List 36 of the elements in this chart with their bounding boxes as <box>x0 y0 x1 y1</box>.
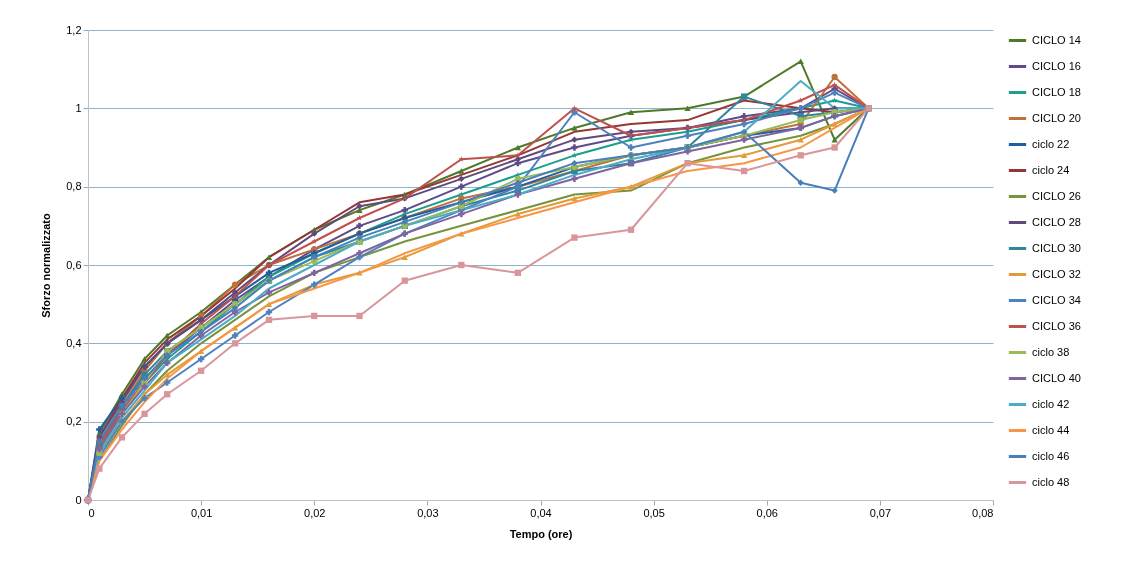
legend-label: CICLO 36 <box>1032 319 1081 332</box>
x-tick-label: 0,03 <box>417 506 439 519</box>
legend-label: ciclo 48 <box>1032 475 1070 488</box>
legend-label: CICLO 40 <box>1032 371 1081 384</box>
legend-label: CICLO 34 <box>1032 293 1081 306</box>
y-tick-label: 0 <box>75 493 82 506</box>
legend-label: CICLO 16 <box>1032 59 1081 72</box>
legend-label: ciclo 38 <box>1032 345 1070 358</box>
legend-label: CICLO 26 <box>1032 189 1081 202</box>
x-tick-label: 0,08 <box>972 506 994 519</box>
legend-label: CICLO 32 <box>1032 267 1081 280</box>
x-tick-label: 0,02 <box>304 506 326 519</box>
x-tick-label: 0,04 <box>530 506 552 519</box>
x-tick-label: 0,05 <box>643 506 665 519</box>
legend-label: ciclo 44 <box>1032 423 1070 436</box>
x-tick-label: 0,07 <box>869 506 892 519</box>
legend-label: ciclo 22 <box>1032 137 1070 150</box>
y-tick-label: 1,2 <box>66 23 82 36</box>
x-tick-label: 0 <box>88 506 95 519</box>
legend-label: ciclo 46 <box>1032 449 1070 462</box>
legend-label: CICLO 20 <box>1032 111 1081 124</box>
x-axis-title: Tempo (ore) <box>509 527 573 540</box>
y-tick-label: 0,4 <box>66 336 82 349</box>
y-tick-label: 0,2 <box>66 415 82 428</box>
x-tick-label: 0,01 <box>190 506 213 519</box>
legend-label: ciclo 24 <box>1032 163 1070 176</box>
legend-label: CICLO 28 <box>1032 215 1081 228</box>
y-tick-label: 0,8 <box>66 180 82 193</box>
y-tick-label: 1 <box>75 101 82 114</box>
legend-label: CICLO 14 <box>1032 33 1081 46</box>
legend-label: ciclo 42 <box>1032 397 1070 410</box>
y-tick-label: 0,6 <box>66 258 82 271</box>
y-axis-title: Sforzo normalizzato <box>40 212 53 318</box>
legend-label: CICLO 18 <box>1032 85 1081 98</box>
x-tick-label: 0,06 <box>756 506 778 519</box>
legend-label: CICLO 30 <box>1032 241 1081 254</box>
